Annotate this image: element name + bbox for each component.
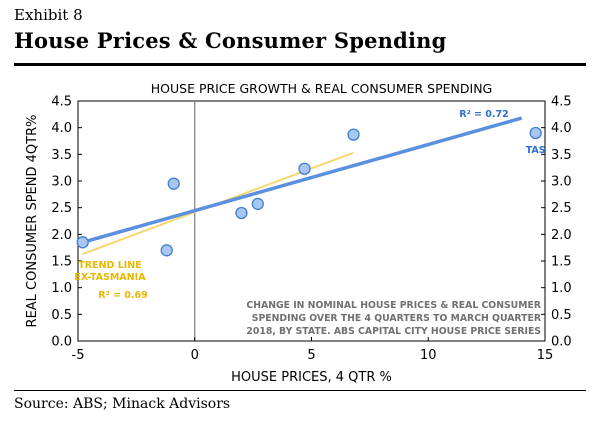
y-tick-label-right: 2.0	[551, 228, 572, 243]
y-tick-label-right: 1.5	[551, 255, 572, 270]
y-tick-label-right: 0.5	[551, 308, 572, 323]
y-tick-label-right: 4.0	[551, 121, 572, 136]
data-point	[251, 197, 264, 211]
y-tick-label-left: 1.0	[51, 281, 72, 296]
y-tick-label-right: 2.5	[551, 201, 572, 216]
chart-note-line: CHANGE IN NOMINAL HOUSE PRICES & REAL CO…	[246, 300, 541, 311]
footer-rule	[14, 390, 586, 391]
y-tick-label-right: 3.5	[551, 148, 572, 163]
data-point	[529, 126, 542, 140]
y-tick-label-left: 1.5	[51, 255, 72, 270]
y-axis-label: REAL CONSUMER SPEND 4QTR%	[25, 115, 40, 328]
source-note: Source: ABS; Minack Advisors	[14, 396, 231, 412]
chart-note-line: SPENDING OVER THE 4 QUARTERS TO MARCH QU…	[252, 313, 541, 324]
y-tick-label-right: 0.0	[551, 335, 572, 350]
y-tick-label-left: 3.5	[51, 148, 72, 163]
data-point	[347, 128, 360, 141]
y-tick-label-left: 4.0	[51, 121, 72, 136]
data-point	[235, 206, 248, 220]
trend-line-all-states	[82, 116, 523, 245]
trend-label-line1: TREND LINE	[78, 260, 141, 271]
y-tick-label-left: 3.0	[51, 175, 72, 190]
title-rule	[14, 63, 586, 66]
page-title: House Prices & Consumer Spending	[14, 28, 447, 53]
x-tick-label: 0	[191, 348, 199, 363]
x-tick-label: 10	[420, 348, 437, 363]
trend-label-line2: EX-TASMANIA	[74, 272, 146, 283]
y-tick-label-right: 3.0	[551, 175, 572, 190]
x-axis-label: HOUSE PRICES, 4 QTR %	[231, 370, 392, 385]
data-point	[160, 244, 173, 257]
data-point	[298, 162, 311, 175]
data-point	[76, 236, 89, 249]
y-tick-label-right: 4.5	[551, 95, 572, 110]
x-tick-label: -5	[72, 348, 85, 363]
chart-note-line: 2018, BY STATE. ABS CAPITAL CITY HOUSE P…	[246, 326, 541, 337]
r2-label-ex-tasmania: R² = 0.69	[98, 290, 148, 301]
y-tick-label-left: 0.5	[51, 308, 72, 323]
exhibit-label: Exhibit 8	[14, 6, 83, 24]
x-tick-label: 15	[537, 348, 554, 363]
y-tick-label-left: 2.0	[51, 228, 72, 243]
chart-title: HOUSE PRICE GROWTH & REAL CONSUMER SPEND…	[151, 81, 493, 96]
y-tick-label-left: 0.0	[51, 335, 72, 350]
r2-label-all-states: R² = 0.72	[459, 109, 509, 120]
point-label-tas: TAS	[526, 145, 546, 156]
y-tick-label-left: 4.5	[51, 95, 72, 110]
y-tick-label-right: 1.0	[551, 281, 572, 296]
x-tick-label: 5	[307, 348, 315, 363]
data-point	[167, 177, 180, 190]
y-tick-label-left: 2.5	[51, 201, 72, 216]
